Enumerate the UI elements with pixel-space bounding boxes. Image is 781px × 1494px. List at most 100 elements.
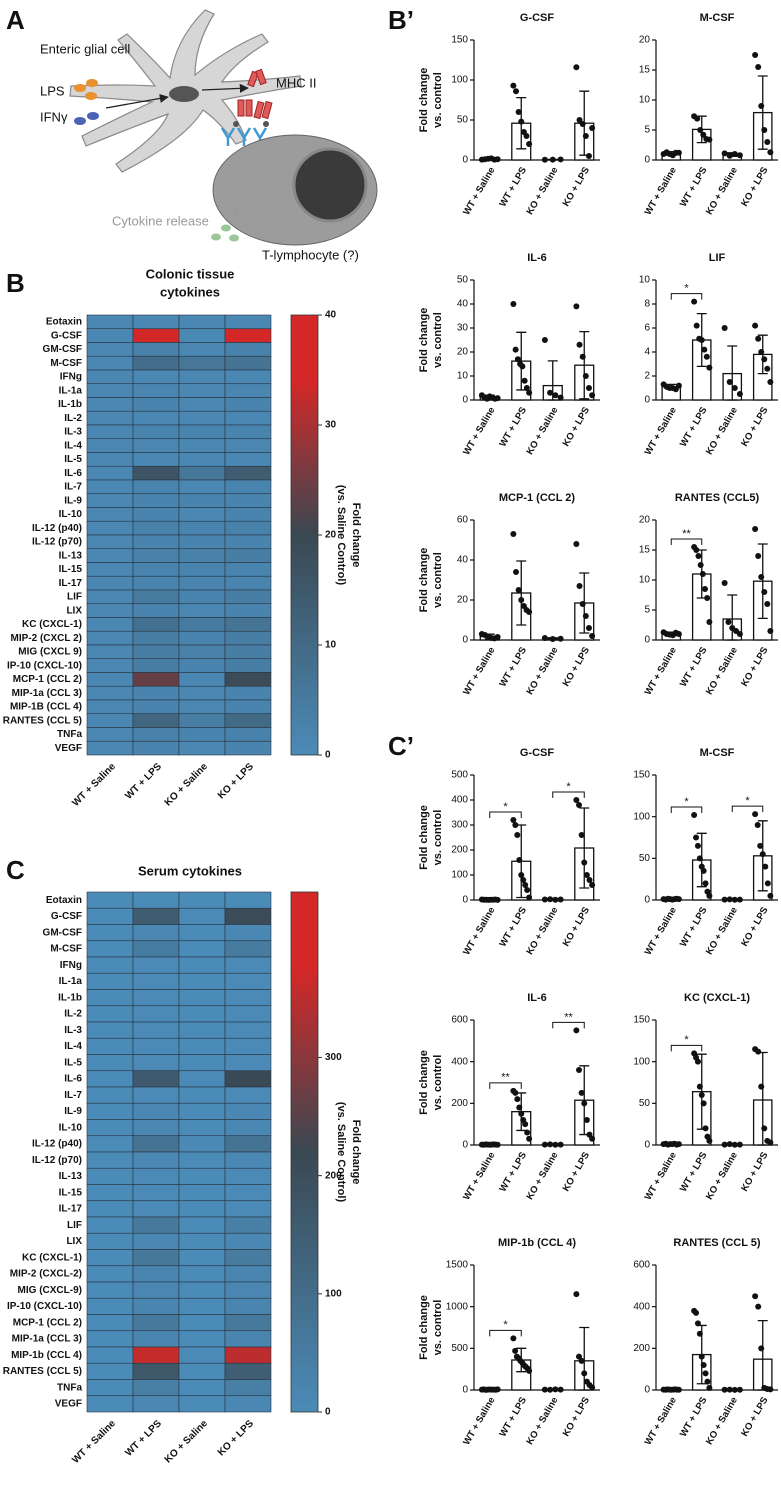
data-point [752, 811, 759, 818]
heatmap-cell [132, 452, 180, 467]
y-tick-label: 10 [639, 95, 651, 106]
row-label: GM-CSF [43, 927, 82, 938]
heatmap-cell [132, 562, 180, 577]
data-point [675, 631, 682, 637]
significance-bracket [552, 791, 585, 798]
heatmap-cell [178, 891, 226, 909]
data-point [524, 1129, 531, 1136]
data-point [512, 1089, 519, 1096]
row-label: MIP-2 (CXCL 2) [11, 633, 83, 644]
data-point [767, 892, 774, 899]
heatmap-cell [178, 342, 226, 357]
data-point [702, 1370, 709, 1377]
data-point [700, 1362, 707, 1368]
y-tick-label: 50 [457, 275, 469, 286]
data-point [521, 377, 528, 384]
data-point [510, 301, 517, 307]
heatmap-cell [178, 493, 226, 508]
data-point [573, 64, 580, 71]
data-point [702, 880, 709, 887]
data-point [767, 149, 774, 156]
heatmap-cell [178, 1167, 226, 1185]
data-point [726, 1141, 733, 1148]
heatmap-cell [132, 658, 180, 673]
data-point [585, 385, 592, 391]
x-tick-label: WT + LPS [497, 905, 529, 949]
heatmap-cell [86, 1297, 134, 1315]
heatmap-cell [132, 589, 180, 605]
x-tick-label: WT + Saline [461, 905, 497, 957]
heatmap-cell [224, 907, 272, 925]
data-point [510, 531, 517, 537]
data-point [699, 571, 706, 577]
y-tick-label: 100 [633, 811, 650, 822]
column-label: WT + Saline [70, 761, 118, 809]
data-point [582, 133, 589, 139]
data-point [523, 133, 530, 139]
heatmap-cell [86, 630, 134, 646]
heatmap-cell [224, 479, 272, 495]
heatmap-cell [224, 713, 272, 728]
y-tick-label: 150 [633, 770, 650, 781]
x-tick-label: KO + LPS [561, 1150, 592, 1193]
heatmap-cell [86, 1249, 134, 1267]
data-point [557, 635, 564, 642]
heatmap-cell [224, 685, 272, 701]
data-point [755, 1303, 762, 1310]
heatmap-cell [224, 1395, 272, 1413]
heatmap-cell [86, 1395, 134, 1413]
heatmap-cell [178, 972, 226, 990]
data-point [721, 325, 728, 331]
colorbar [290, 891, 319, 1413]
row-label: IL-2 [64, 1009, 82, 1020]
row-label: MIG (CXCL 9) [18, 647, 82, 658]
data-point [541, 1141, 548, 1148]
y-tick-label: 60 [457, 515, 469, 526]
data-point [552, 1141, 559, 1148]
heatmap-cell [86, 940, 134, 958]
error-bar [579, 1326, 590, 1391]
heatmap-cell [178, 1232, 226, 1250]
error-bar [579, 330, 590, 400]
data-point [767, 1386, 774, 1393]
heatmap-cell [224, 493, 272, 508]
data-point [573, 541, 580, 547]
heatmap-cell [224, 1119, 272, 1137]
y-tick-label: 0 [644, 155, 650, 166]
significance-label: * [503, 801, 508, 813]
significance-bracket [670, 293, 703, 300]
data-point [698, 1092, 705, 1098]
x-tick-label: KO + LPS [561, 905, 592, 948]
data-point [586, 877, 593, 883]
heatmap-cell [86, 972, 134, 990]
heatmap-cell [132, 1086, 180, 1104]
heatmap-cell [132, 397, 180, 412]
data-point [700, 131, 707, 138]
x-tick-label: KO + Saline [524, 1150, 560, 1201]
heatmap-cell [178, 575, 226, 591]
heatmap-cell [86, 907, 134, 925]
row-label: MIP-2 (CXCL-2) [10, 1269, 82, 1280]
row-label: MIP-1b (CCL 4) [11, 1350, 82, 1361]
heatmap-cell [178, 617, 226, 632]
data-point [703, 353, 710, 360]
data-point [726, 896, 733, 903]
heatmap-cell [224, 369, 272, 385]
y-tick-label: 0 [644, 395, 650, 406]
row-label: IL-9 [64, 495, 82, 506]
heatmap-cell [132, 1265, 180, 1283]
lps-molecules [74, 79, 98, 100]
y-tick-label: 150 [451, 35, 468, 46]
colorbar-label: Fold change [350, 1120, 362, 1185]
heatmap-cell [86, 1314, 134, 1332]
row-label: IL-1a [59, 976, 83, 987]
heatmap-cell [132, 1167, 180, 1185]
data-point [752, 526, 759, 532]
data-point [701, 346, 708, 353]
heatmap-cell [178, 727, 226, 742]
heatmap-cell [224, 1249, 272, 1267]
chart-title: IL-6 [527, 252, 547, 264]
chart-title: RANTES (CCL 5) [673, 1237, 761, 1249]
cell-label: Enteric glial cell [40, 41, 130, 56]
heatmap-cell [178, 907, 226, 925]
